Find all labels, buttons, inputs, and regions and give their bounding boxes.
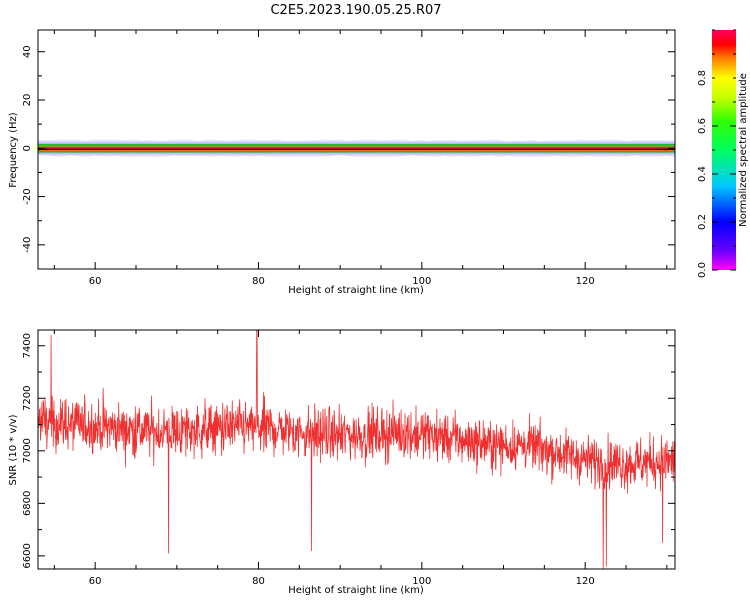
spectrogram-panel: 60 80 100 120 -40 -20 0 20 40 Height of straight… bbox=[8, 29, 676, 296]
spectrogram-x-tick-label: 60 bbox=[89, 276, 102, 287]
snr-y-tick-label: 7400 bbox=[22, 333, 33, 358]
spectrogram-y-tick-label: -20 bbox=[22, 188, 33, 204]
colorbar-tick-label: 0.2 bbox=[697, 214, 708, 230]
snr-x-tick-label: 120 bbox=[576, 576, 595, 587]
colorbar-tick-label: 0.4 bbox=[697, 166, 708, 182]
spectrogram-y-tick-label: 20 bbox=[22, 94, 33, 107]
snr-y-tick-label: 7000 bbox=[22, 438, 33, 463]
spectrogram-frame bbox=[37, 29, 676, 270]
spectrogram-x-tick-label: 120 bbox=[576, 276, 595, 287]
snr-y-tick-label: 7200 bbox=[22, 386, 33, 411]
snr-x-tick-label: 100 bbox=[412, 576, 431, 587]
spectrogram-content bbox=[38, 138, 675, 159]
spectrogram-y-tick-label: 0 bbox=[22, 145, 33, 151]
snr-y-tick-label: 6800 bbox=[22, 491, 33, 516]
spectrogram-x-axis-label: Height of straight line (km) bbox=[288, 285, 424, 296]
colorbar-tick-label: 0.0 bbox=[697, 262, 708, 278]
snr-x-tick-label: 60 bbox=[89, 576, 102, 587]
figure-title: C2E5.2023.190.05.25.R07 bbox=[270, 3, 441, 18]
colorbar-label: Normalized spectral amplitude bbox=[738, 73, 749, 227]
snr-y-tick-label: 6600 bbox=[22, 543, 33, 568]
colorbar: 0.0 0.2 0.4 0.6 0.8 Normalized spectral ampl… bbox=[697, 29, 749, 278]
snr-ticks: 60 80 100 120 6600 6800 7000 7200 7400 bbox=[22, 330, 675, 587]
snr-series-line bbox=[37, 329, 676, 570]
snr-frame bbox=[37, 329, 676, 570]
snr-x-axis-label: Height of straight line (km) bbox=[288, 585, 424, 596]
spectrogram-ticks: 60 80 100 120 -40 -20 0 20 40 bbox=[22, 30, 675, 287]
snr-panel: 60 80 100 120 6600 6800 7000 7200 7400 Height of… bbox=[8, 329, 676, 596]
snr-content bbox=[37, 329, 676, 570]
colorbar-tick-label: 0.6 bbox=[697, 118, 708, 134]
colorbar-ticks: 0.0 0.2 0.4 0.6 0.8 bbox=[697, 29, 736, 278]
spectrogram-x-tick-label: 80 bbox=[252, 276, 265, 287]
spectrogram-x-tick-label: 100 bbox=[412, 276, 431, 287]
colorbar-tick-label: 0.8 bbox=[697, 70, 708, 86]
colorbar-gradient bbox=[712, 30, 736, 270]
spectrogram-y-tick-label: -40 bbox=[22, 237, 33, 253]
spectrogram-y-tick-label: 40 bbox=[22, 45, 33, 58]
spectrogram-y-axis-label: Frequency (Hz) bbox=[8, 112, 19, 188]
snr-x-tick-label: 80 bbox=[252, 576, 265, 587]
snr-y-axis-label: SNR (10 * v/v) bbox=[8, 414, 19, 485]
